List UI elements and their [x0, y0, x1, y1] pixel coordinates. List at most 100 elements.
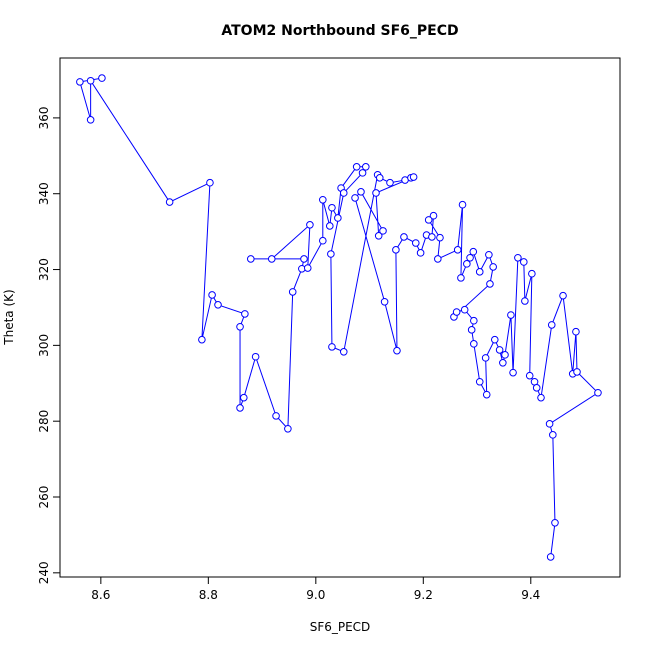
point [572, 327, 580, 336]
point [339, 348, 348, 356]
x-tick-label: 9.2 [414, 588, 433, 602]
point [453, 246, 462, 254]
point [547, 321, 556, 329]
point [334, 214, 342, 222]
point [86, 76, 95, 85]
point [521, 297, 529, 305]
point [351, 194, 359, 202]
point [424, 216, 433, 224]
y-tick-label: 280 [37, 410, 51, 433]
point [236, 404, 244, 412]
point [393, 346, 401, 355]
point [76, 78, 84, 86]
point [509, 368, 517, 377]
y-tick-label: 300 [37, 334, 51, 357]
point [532, 384, 541, 392]
point [434, 255, 442, 263]
y-tick-label: 340 [37, 182, 51, 205]
point [251, 352, 260, 361]
plot-frame [59, 57, 621, 578]
point [436, 233, 444, 242]
point [507, 311, 515, 319]
point [246, 255, 255, 263]
point [267, 255, 276, 263]
point [495, 346, 504, 354]
point [380, 297, 389, 306]
point [392, 246, 400, 254]
point [428, 233, 436, 241]
point [352, 163, 361, 171]
y-tick-label: 320 [37, 258, 51, 281]
point [339, 189, 348, 197]
point [457, 274, 465, 282]
point [514, 253, 522, 262]
point [463, 260, 471, 268]
point [525, 371, 534, 380]
point [303, 264, 312, 272]
point [467, 326, 476, 334]
chart-title: ATOM2 Northbound SF6_PECD [221, 23, 458, 39]
point [469, 247, 478, 256]
point [272, 412, 280, 420]
x-tick-label: 8.6 [91, 588, 110, 602]
point [481, 354, 490, 362]
point [573, 368, 581, 376]
point [528, 269, 536, 278]
point [499, 359, 507, 367]
point [411, 239, 420, 247]
point [460, 305, 469, 314]
point [379, 227, 387, 235]
point [98, 74, 106, 82]
point [429, 211, 438, 220]
point [198, 335, 206, 344]
point [475, 268, 484, 276]
point [288, 288, 297, 296]
point [409, 173, 418, 181]
y-tick-label: 360 [37, 106, 51, 129]
point [284, 424, 292, 433]
point [490, 335, 499, 344]
point [319, 236, 327, 245]
point [470, 340, 478, 348]
point [372, 189, 380, 197]
x-tick-label: 9.0 [306, 588, 325, 602]
point [319, 195, 327, 204]
point [546, 553, 555, 561]
point [375, 173, 384, 182]
x-tick-label: 8.8 [199, 588, 218, 602]
point [206, 178, 214, 187]
point [328, 343, 336, 351]
series-line [79, 77, 599, 557]
point [537, 393, 545, 402]
point [489, 263, 497, 271]
point [466, 253, 474, 262]
point [501, 351, 509, 359]
point [482, 390, 491, 399]
point [486, 280, 494, 288]
point [214, 300, 222, 309]
point [86, 115, 95, 124]
point [549, 431, 557, 439]
point [236, 322, 244, 331]
point [485, 250, 493, 259]
y-tick-label: 240 [37, 561, 51, 584]
point [358, 169, 367, 177]
point [325, 222, 334, 230]
point [328, 203, 336, 212]
point [545, 420, 554, 428]
point [458, 200, 467, 209]
point [241, 310, 249, 318]
point [165, 198, 174, 206]
point [327, 250, 335, 258]
point [475, 377, 484, 386]
y-axis-label: Theta (K) [2, 289, 16, 345]
point [208, 291, 216, 299]
point [400, 233, 408, 241]
point [452, 308, 461, 316]
point [386, 178, 394, 187]
point [470, 316, 478, 325]
point [361, 163, 370, 171]
point [357, 188, 365, 196]
point [594, 388, 602, 397]
